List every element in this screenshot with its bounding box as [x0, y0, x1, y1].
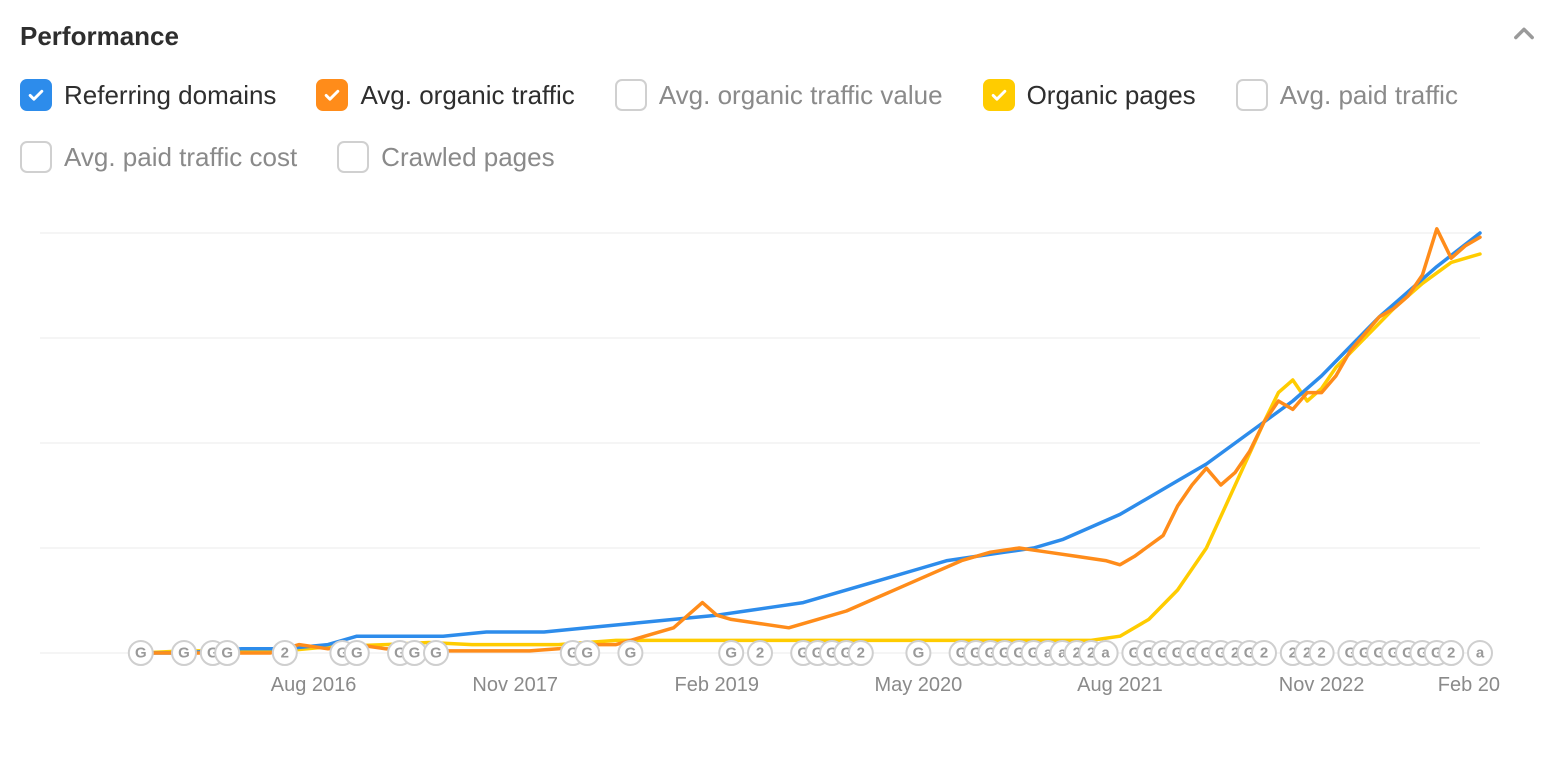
- event-marker[interactable]: G: [575, 641, 599, 665]
- event-marker[interactable]: 2: [1252, 641, 1276, 665]
- event-marker[interactable]: G: [172, 641, 196, 665]
- svg-text:G: G: [913, 645, 925, 662]
- event-marker[interactable]: a: [1094, 641, 1118, 665]
- svg-text:G: G: [221, 645, 233, 662]
- event-marker[interactable]: G: [618, 641, 642, 665]
- event-marker[interactable]: 2: [1439, 641, 1463, 665]
- legend-item-crawled-pages[interactable]: Crawled pages: [337, 141, 554, 173]
- event-marker[interactable]: G: [719, 641, 743, 665]
- svg-text:G: G: [135, 645, 147, 662]
- legend-item-avg-organic-traffic[interactable]: Avg. organic traffic: [316, 79, 574, 111]
- checkbox[interactable]: [316, 79, 348, 111]
- legend-item-organic-pages[interactable]: Organic pages: [983, 79, 1196, 111]
- x-axis-label: Aug 2021: [1077, 674, 1163, 696]
- svg-text:2: 2: [857, 645, 865, 662]
- event-marker[interactable]: a: [1468, 641, 1492, 665]
- svg-text:G: G: [725, 645, 737, 662]
- svg-text:a: a: [1101, 645, 1110, 662]
- svg-text:2: 2: [1260, 645, 1268, 662]
- performance-chart: GGGG2GGGGGGGGG2GGGG2GGGGGGGaa22aGGGGGGG2…: [20, 223, 1538, 713]
- collapse-toggle[interactable]: [1510, 20, 1538, 53]
- legend-label: Referring domains: [64, 80, 276, 111]
- event-marker[interactable]: G: [129, 641, 153, 665]
- event-marker[interactable]: G: [345, 641, 369, 665]
- legend-item-referring-domains[interactable]: Referring domains: [20, 79, 276, 111]
- event-marker[interactable]: 2: [1310, 641, 1334, 665]
- legend-label: Crawled pages: [381, 142, 554, 173]
- legend-item-avg-paid-traffic-cost[interactable]: Avg. paid traffic cost: [20, 141, 297, 173]
- x-axis-label: Aug 2016: [271, 674, 357, 696]
- svg-text:G: G: [625, 645, 637, 662]
- event-marker[interactable]: 2: [273, 641, 297, 665]
- x-axis-label: Nov 2022: [1279, 674, 1365, 696]
- event-marker[interactable]: G: [402, 641, 426, 665]
- checkbox[interactable]: [20, 79, 52, 111]
- legend-label: Avg. paid traffic cost: [64, 142, 297, 173]
- legend: Referring domains Avg. organic traffic Avg…: [20, 79, 1538, 173]
- x-axis-label: Feb 2019: [675, 674, 760, 696]
- checkbox[interactable]: [615, 79, 647, 111]
- panel-title: Performance: [20, 21, 179, 52]
- legend-label: Avg. organic traffic value: [659, 80, 943, 111]
- x-axis-label: May 2020: [874, 674, 962, 696]
- event-marker[interactable]: G: [906, 641, 930, 665]
- svg-text:a: a: [1476, 645, 1485, 662]
- svg-text:G: G: [581, 645, 593, 662]
- event-marker[interactable]: G: [215, 641, 239, 665]
- series-avg-organic-traffic: [141, 229, 1480, 653]
- legend-item-avg-paid-traffic[interactable]: Avg. paid traffic: [1236, 79, 1458, 111]
- event-marker[interactable]: 2: [849, 641, 873, 665]
- checkbox[interactable]: [20, 141, 52, 173]
- event-marker[interactable]: 2: [748, 641, 772, 665]
- svg-text:2: 2: [281, 645, 289, 662]
- svg-text:2: 2: [1317, 645, 1325, 662]
- svg-text:G: G: [430, 645, 442, 662]
- x-axis-label: Feb 2024: [1438, 674, 1500, 696]
- legend-label: Avg. organic traffic: [360, 80, 574, 111]
- legend-label: Organic pages: [1027, 80, 1196, 111]
- checkbox[interactable]: [337, 141, 369, 173]
- legend-label: Avg. paid traffic: [1280, 80, 1458, 111]
- svg-text:G: G: [409, 645, 421, 662]
- x-axis-label: Nov 2017: [472, 674, 558, 696]
- event-marker[interactable]: G: [424, 641, 448, 665]
- svg-text:2: 2: [756, 645, 764, 662]
- legend-item-avg-organic-traffic-value[interactable]: Avg. organic traffic value: [615, 79, 943, 111]
- checkbox[interactable]: [1236, 79, 1268, 111]
- checkbox[interactable]: [983, 79, 1015, 111]
- svg-text:2: 2: [1447, 645, 1455, 662]
- series-organic-pages: [141, 254, 1480, 653]
- svg-text:G: G: [351, 645, 363, 662]
- svg-text:G: G: [178, 645, 190, 662]
